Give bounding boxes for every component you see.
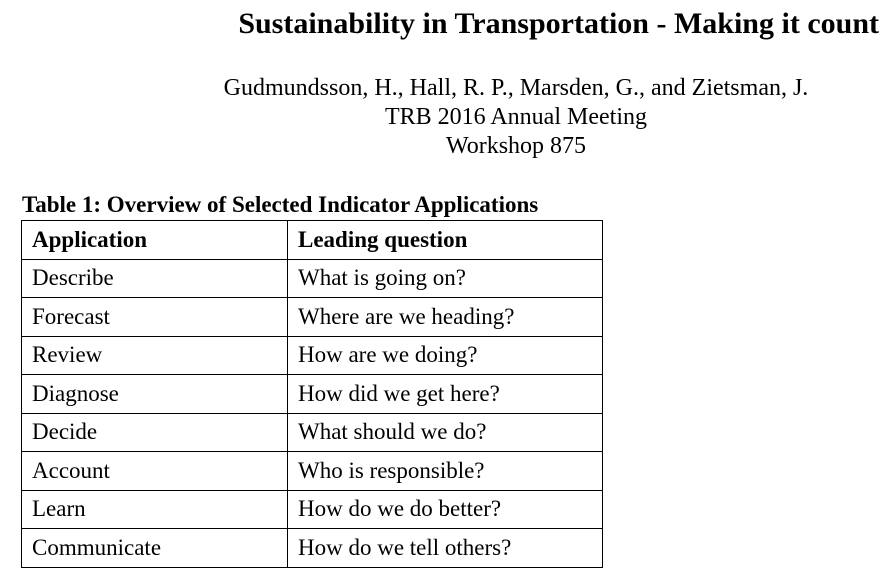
leading-question-cell: What is going on? [287, 258, 603, 298]
application-cell: Describe [21, 258, 288, 298]
leading-question-cell: Who is responsible? [287, 451, 603, 491]
application-cell: Learn [21, 489, 288, 529]
indicator-applications-table: Application Leading question Describe Wh… [21, 220, 603, 568]
leading-question-cell: How are we doing? [287, 335, 603, 375]
application-cell: Decide [21, 412, 288, 452]
leading-question-cell: How did we get here? [287, 374, 603, 414]
application-cell: Account [21, 451, 288, 491]
leading-question-cell: What should we do? [287, 412, 603, 452]
leading-question-cell: Where are we heading? [287, 297, 603, 337]
leading-question-cell: How do we tell others? [287, 528, 603, 568]
table-row: Describe What is going on? [21, 258, 603, 298]
table-header-row: Application Leading question [21, 220, 603, 260]
table-row: Account Who is responsible? [21, 451, 603, 491]
application-cell: Communicate [21, 528, 288, 568]
header-application: Application [21, 220, 288, 260]
table-row: Forecast Where are we heading? [21, 297, 603, 337]
workshop-line: Workshop 875 [445, 133, 587, 159]
table-caption: Table 1: Overview of Selected Indicator … [22, 192, 539, 217]
leading-question-cell: How do we do better? [287, 489, 603, 529]
application-cell: Review [21, 335, 288, 375]
table-row: Decide What should we do? [21, 412, 603, 452]
application-cell: Diagnose [21, 374, 288, 414]
authors-line: Gudmundsson, H., Hall, R. P., Marsden, G… [223, 75, 809, 101]
header-leading-question: Leading question [287, 220, 603, 260]
application-cell: Forecast [21, 297, 288, 337]
table-row: Communicate How do we tell others? [21, 528, 603, 568]
table-row: Diagnose How did we get here? [21, 374, 603, 414]
table-row: Learn How do we do better? [21, 489, 603, 529]
meeting-line: TRB 2016 Annual Meeting [385, 104, 647, 130]
table-row: Review How are we doing? [21, 335, 603, 375]
document-title: Sustainability in Transportation - Makin… [238, 7, 879, 40]
